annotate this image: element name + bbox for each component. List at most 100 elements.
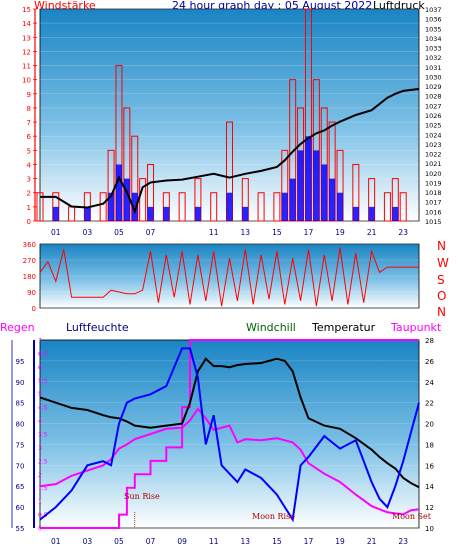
hour-tick-label: 15	[272, 228, 282, 237]
humidity-tick-label: 80	[16, 421, 25, 429]
wind-average-bar	[163, 206, 170, 221]
hour-tick-label: 13	[241, 228, 251, 237]
hour-tick-label: 07	[146, 228, 156, 237]
hour-tick-label: 09	[177, 537, 187, 546]
wind-strength-title: Windstärke	[34, 0, 96, 12]
hour-tick-label: 11	[209, 537, 219, 546]
pressure-tick-label: 1035	[425, 25, 442, 33]
pressure-title: Luftdruck	[373, 0, 425, 12]
rain-tick-label: 3	[38, 445, 42, 452]
pressure-tick-label: 1024	[425, 131, 442, 139]
wind-gust-bar	[257, 192, 265, 222]
rain-tick-label: 3.5	[38, 432, 48, 439]
wind-average-bar	[329, 178, 336, 221]
pressure-tick-label: 1020	[425, 170, 442, 178]
wind-tick-label: 5	[27, 147, 31, 155]
wind-direction-line	[39, 247, 419, 307]
temperature-tick-label: 22	[425, 400, 434, 408]
pressure-line	[40, 88, 420, 215]
pressure-tick-label: 1037	[425, 6, 442, 14]
hour-tick-label: 23	[398, 228, 408, 237]
wind-tick-label: 8	[27, 105, 31, 113]
rain-tick-label: 1.5	[38, 485, 48, 492]
dewpoint-label: Taupunkt	[391, 321, 442, 334]
rain-tick-label: 5	[38, 391, 42, 398]
moon-set-label: Moon Set	[392, 512, 431, 521]
hour-tick-label: 17	[304, 537, 314, 546]
wind-gust-bar	[178, 192, 186, 222]
temperature-tick-label: 14	[425, 483, 434, 491]
wind-average-bar	[392, 206, 399, 221]
sun-rise-label: Sun Rise	[124, 492, 160, 501]
wind-gust-bar	[399, 192, 407, 222]
wind-average-bar	[305, 136, 312, 221]
pressure-tick-label: 1031	[425, 64, 442, 72]
direction-letter-n-bottom: N	[437, 305, 446, 319]
hour-tick-label: 17	[304, 228, 314, 237]
pressure-tick-label: 1017	[425, 199, 442, 207]
wind-gust-bar	[139, 178, 147, 222]
pressure-tick-label: 1032	[425, 54, 442, 62]
wind-average-bar	[242, 206, 249, 221]
hour-tick-label: 03	[83, 228, 93, 237]
wind-gust-bar	[210, 192, 218, 222]
hour-tick-label: 05	[114, 537, 124, 546]
rain-tick-label: 0.5	[38, 512, 48, 519]
wind-tick-label: 9	[27, 91, 31, 99]
wind-tick-label: 13	[22, 34, 31, 42]
humidity-label: Luftfeuchte	[66, 321, 129, 334]
direction-tick-label: 90	[27, 289, 36, 297]
wind-average-bar	[123, 178, 130, 221]
temperature-tick-label: 20	[425, 421, 434, 429]
pressure-tick-label: 1016	[425, 208, 442, 216]
humidity-tick-label: 85	[16, 400, 25, 408]
hour-tick-label: 19	[335, 537, 345, 546]
rain-tick-label: 4.5	[38, 405, 48, 412]
humidity-tick-label: 90	[16, 379, 25, 387]
hour-tick-label: 07	[146, 537, 156, 546]
rain-tick-label: 5.5	[38, 378, 48, 385]
direction-letter-n-top: N	[437, 239, 446, 253]
hour-tick-label: 01	[51, 228, 61, 237]
wind-gust-bar	[383, 192, 391, 222]
humidity-tick-label: 70	[16, 462, 25, 470]
pressure-tick-label: 1030	[425, 73, 442, 81]
wind-gust-bar	[36, 192, 44, 222]
humidity-tick-label: 95	[16, 358, 25, 366]
pressure-tick-label: 1026	[425, 112, 442, 120]
wind-average-bar	[352, 206, 359, 221]
wind-average-bar	[289, 178, 296, 221]
wind-gust-bar	[99, 192, 107, 222]
chart-title: 24 hour graph day : 05 August 2022	[172, 0, 373, 12]
wind-tick-label: 4	[27, 161, 32, 169]
direction-letter-o: O	[437, 289, 447, 303]
wind-average-bar	[297, 150, 304, 221]
pressure-tick-label: 1021	[425, 160, 442, 168]
wind-tick-label: 0	[27, 218, 31, 226]
rain-tick-label: 4	[38, 418, 42, 425]
wind-tick-label: 2	[27, 190, 31, 198]
wind-tick-label: 1	[27, 204, 31, 212]
pressure-tick-label: 1025	[425, 122, 442, 130]
humidity-line	[39, 347, 420, 523]
wind-average-bar	[52, 206, 59, 221]
pressure-tick-label: 1023	[425, 141, 442, 149]
windchill-label: Windchill	[246, 321, 296, 334]
wind-average-bar	[368, 206, 375, 221]
hour-tick-label: 13	[241, 537, 251, 546]
temperature-label: Temperatur	[312, 321, 376, 334]
rain-tick-label: 7	[38, 338, 42, 345]
temperature-tick-label: 24	[425, 379, 434, 387]
wind-average-bar	[84, 206, 91, 221]
rain-tick-label: 6	[38, 364, 42, 371]
wind-average-bar	[226, 192, 233, 221]
hour-tick-label: 21	[367, 228, 377, 237]
hour-tick-label: 05	[114, 228, 124, 237]
wind-tick-label: 6	[27, 133, 32, 141]
pressure-tick-label: 1029	[425, 83, 442, 91]
humidity-tick-label: 75	[16, 441, 25, 449]
direction-letter-w: W	[437, 256, 449, 270]
hour-tick-label: 03	[83, 537, 93, 546]
moon-rise-label: Moon Rise	[252, 512, 295, 521]
rain-tick-label: 1	[38, 499, 42, 506]
